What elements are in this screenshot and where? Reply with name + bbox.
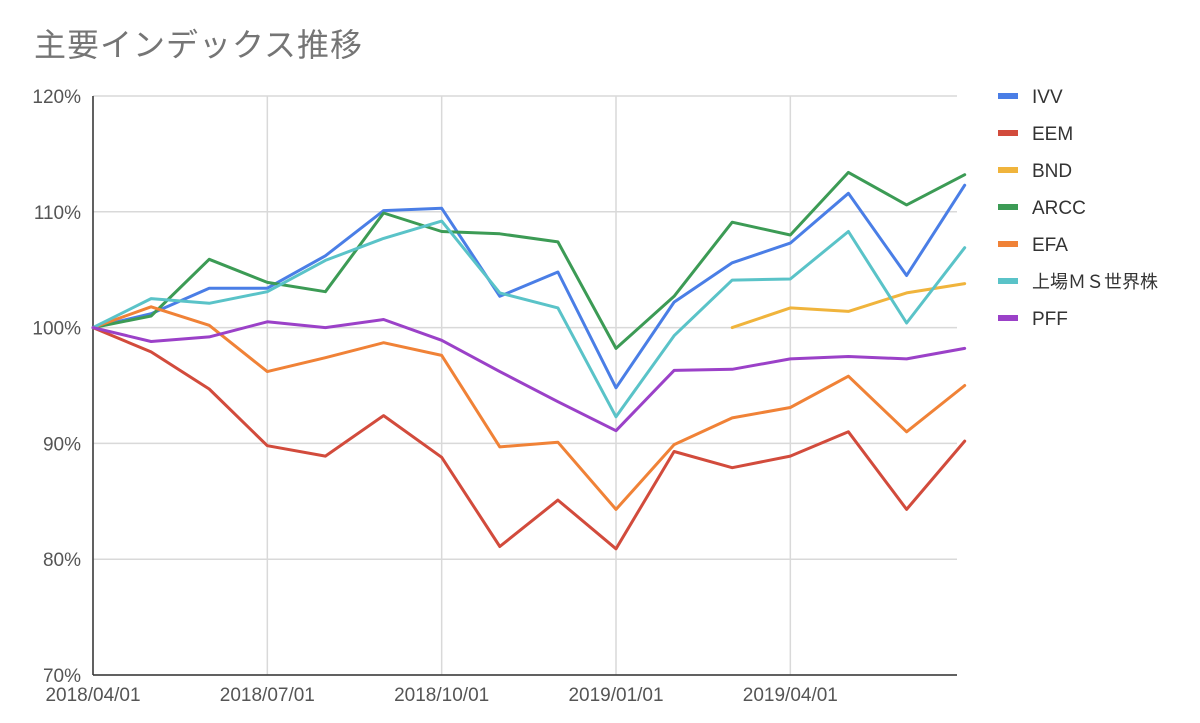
axis-labels: 120% 110% 100% 90% 80% 70%2018/04/01 2018/07/0… — [32, 87, 837, 706]
x-tick-label: 2019/01/01 — [568, 685, 663, 706]
series-line-ms-world — [91, 219, 967, 419]
legend: IVV EEM BND ARCC EFA 上場ＭＳ世界株 PFF — [998, 87, 1158, 330]
legend-label: IVV — [1032, 87, 1063, 108]
series-line-arcc — [91, 170, 967, 350]
legend-label: EEM — [1032, 124, 1073, 145]
legend-label: 上場ＭＳ世界株 — [1032, 272, 1158, 293]
y-tick-label: 120% — [32, 87, 81, 108]
y-tick-label: 70% — [43, 666, 81, 687]
series-line-efa — [91, 305, 967, 511]
legend-swatch — [998, 278, 1018, 284]
x-tick-label: 2018/04/01 — [45, 685, 140, 706]
legend-label: EFA — [1032, 235, 1068, 256]
legend-swatch — [998, 93, 1018, 99]
legend-swatch — [998, 204, 1018, 210]
legend-label: ARCC — [1032, 198, 1086, 219]
y-tick-label: 90% — [43, 434, 81, 455]
x-tick-label: 2018/07/01 — [220, 685, 315, 706]
chart-title: 主要インデックス推移 — [34, 26, 364, 64]
series-line-bnd — [730, 282, 967, 330]
x-tick-label: 2019/04/01 — [743, 685, 838, 706]
y-tick-label: 110% — [34, 203, 81, 224]
legend-swatch — [998, 130, 1018, 136]
legend-swatch — [998, 241, 1018, 247]
series-layer — [91, 170, 967, 551]
legend-swatch — [998, 167, 1018, 173]
series-line-pff — [91, 318, 967, 433]
legend-label: PFF — [1032, 309, 1068, 330]
series-line-ivv — [91, 183, 967, 390]
legend-label: BND — [1032, 161, 1072, 182]
y-tick-label: 80% — [43, 550, 81, 571]
x-tick-label: 2018/10/01 — [394, 685, 489, 706]
series-line-eem — [91, 326, 967, 551]
legend-swatch — [998, 315, 1018, 321]
y-tick-label: 100% — [32, 319, 81, 340]
